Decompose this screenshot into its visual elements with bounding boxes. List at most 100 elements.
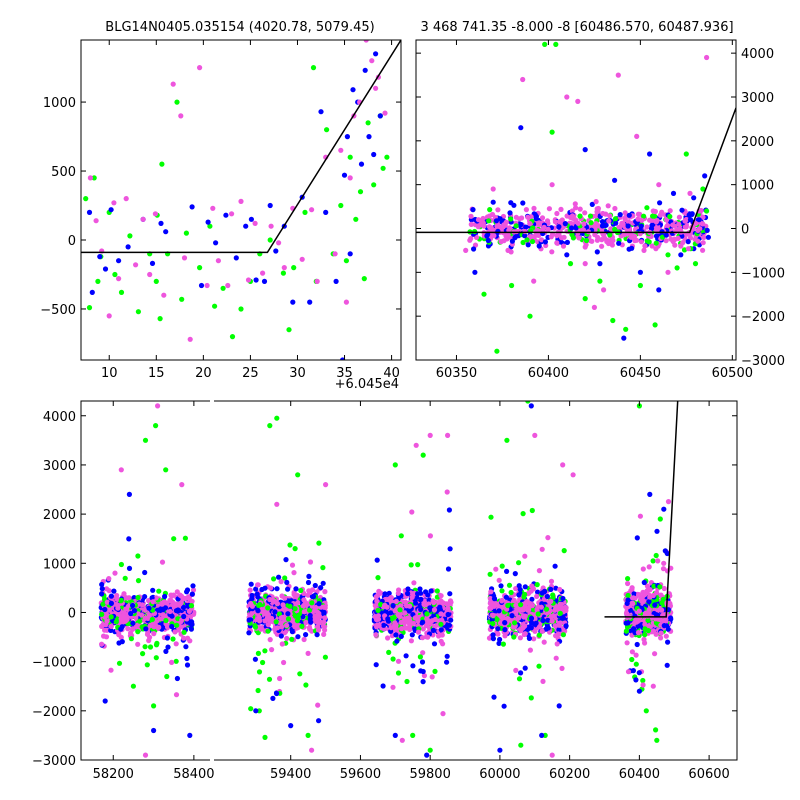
data-point [265,628,271,634]
data-point [274,690,280,697]
data-point [595,208,601,214]
model-line [416,107,736,234]
x-tick-label: 25 [242,366,259,381]
data-point [125,626,131,632]
data-point [382,613,388,619]
data-point [499,588,505,594]
data-point [570,235,577,241]
data-point [413,600,419,606]
data-point [508,216,514,222]
data-point [298,587,304,594]
data-point [420,626,426,632]
data-point [672,236,678,242]
data-point [559,217,565,223]
data-point-magenta [281,265,287,271]
data-point [637,513,644,519]
data-point [273,619,279,625]
data-point [626,246,632,252]
data-point [639,217,645,223]
data-point-blue [318,109,324,115]
data-point [262,648,268,654]
data-point-green [384,154,390,160]
data-point [382,591,388,597]
data-point [318,585,324,591]
data-point [661,560,667,566]
data-point [542,239,549,245]
data-point [255,650,261,657]
data-point-green [657,516,663,522]
data-point [513,223,519,229]
axes-frame [415,39,737,361]
data-point [658,635,664,641]
data-point-magenta [111,200,117,206]
data-point [668,615,674,621]
data-point [625,580,631,587]
data-point [642,632,648,638]
data-point-magenta [133,262,139,268]
data-point-blue [288,723,294,729]
data-point [569,225,575,231]
data-point-blue [323,209,329,215]
data-point-green [525,401,531,404]
data-point [468,221,474,227]
y-tick-label: −2000 [741,310,785,325]
data-point [137,618,143,624]
data-point [265,622,271,628]
data-point [276,574,282,580]
data-point [315,702,321,708]
data-point [518,221,524,228]
data-point-green [86,305,93,311]
data-point-blue [637,269,644,275]
data-point-magenta [332,251,338,257]
y-tick-label: 1000 [741,179,774,194]
data-point [425,634,431,640]
data-point [472,228,478,235]
data-point [544,593,551,600]
x-tick-label: 60400 [528,366,569,381]
x-tick-label: 60200 [549,767,590,782]
data-point [444,659,450,665]
data-point [608,226,614,232]
data-point [374,598,380,604]
data-point [278,579,284,585]
data-point-green [427,747,433,753]
data-point-blue [198,282,205,289]
data-point-green [549,129,555,135]
data-point [506,582,513,588]
data-point [404,678,410,685]
data-point-blue [151,727,157,734]
data-point [529,596,535,602]
data-point-blue [347,251,353,257]
data-point [153,595,159,601]
data-point [480,215,486,222]
data-point [523,600,529,606]
data-point [563,623,569,629]
data-point [652,651,658,657]
data-point-blue [490,199,496,205]
data-point-green [267,423,273,429]
data-point [277,675,283,682]
data-point [104,599,110,605]
data-point [185,635,191,641]
data-point [438,627,444,633]
data-point-green [135,309,141,315]
data-point-blue [158,220,164,226]
data-point-magenta [687,190,693,196]
data-point [147,644,154,650]
data-point [642,621,648,627]
data-point [670,222,676,228]
data-point-magenta [116,276,122,282]
data-point [374,624,380,630]
data-point [653,240,659,246]
data-point-magenta [197,65,203,71]
data-point [407,603,413,609]
data-point [624,640,630,646]
data-point-green [542,41,548,48]
data-point [660,566,667,572]
data-point [528,615,535,622]
data-point [320,580,326,586]
data-point [412,626,418,632]
data-point [647,587,653,593]
data-point [605,203,611,209]
data-point [163,617,169,624]
